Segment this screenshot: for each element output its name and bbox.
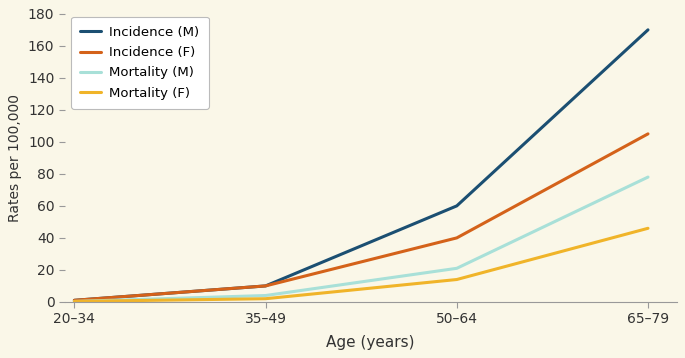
Incidence (F) <box>71 298 79 303</box>
Mortality (M) <box>453 266 461 270</box>
Mortality (M) <box>262 293 270 297</box>
Mortality (F) <box>262 296 270 301</box>
Mortality (F) <box>71 299 79 304</box>
Incidence (M) <box>262 284 270 288</box>
Incidence (M) <box>453 204 461 208</box>
Line: Mortality (M): Mortality (M) <box>75 177 648 301</box>
Line: Mortality (F): Mortality (F) <box>75 228 648 301</box>
Y-axis label: Rates per 100,000: Rates per 100,000 <box>8 94 23 222</box>
Line: Incidence (F): Incidence (F) <box>75 134 648 300</box>
Incidence (F) <box>644 132 652 136</box>
Incidence (M) <box>71 298 79 303</box>
Mortality (M) <box>644 175 652 179</box>
Incidence (M) <box>644 28 652 32</box>
Mortality (F) <box>644 226 652 231</box>
Legend: Incidence (M), Incidence (F), Mortality (M), Mortality (F): Incidence (M), Incidence (F), Mortality … <box>71 17 208 109</box>
Mortality (F) <box>453 277 461 282</box>
Incidence (F) <box>262 284 270 288</box>
Line: Incidence (M): Incidence (M) <box>75 30 648 300</box>
Incidence (F) <box>453 236 461 240</box>
Mortality (M) <box>71 299 79 304</box>
X-axis label: Age (years): Age (years) <box>327 335 415 350</box>
